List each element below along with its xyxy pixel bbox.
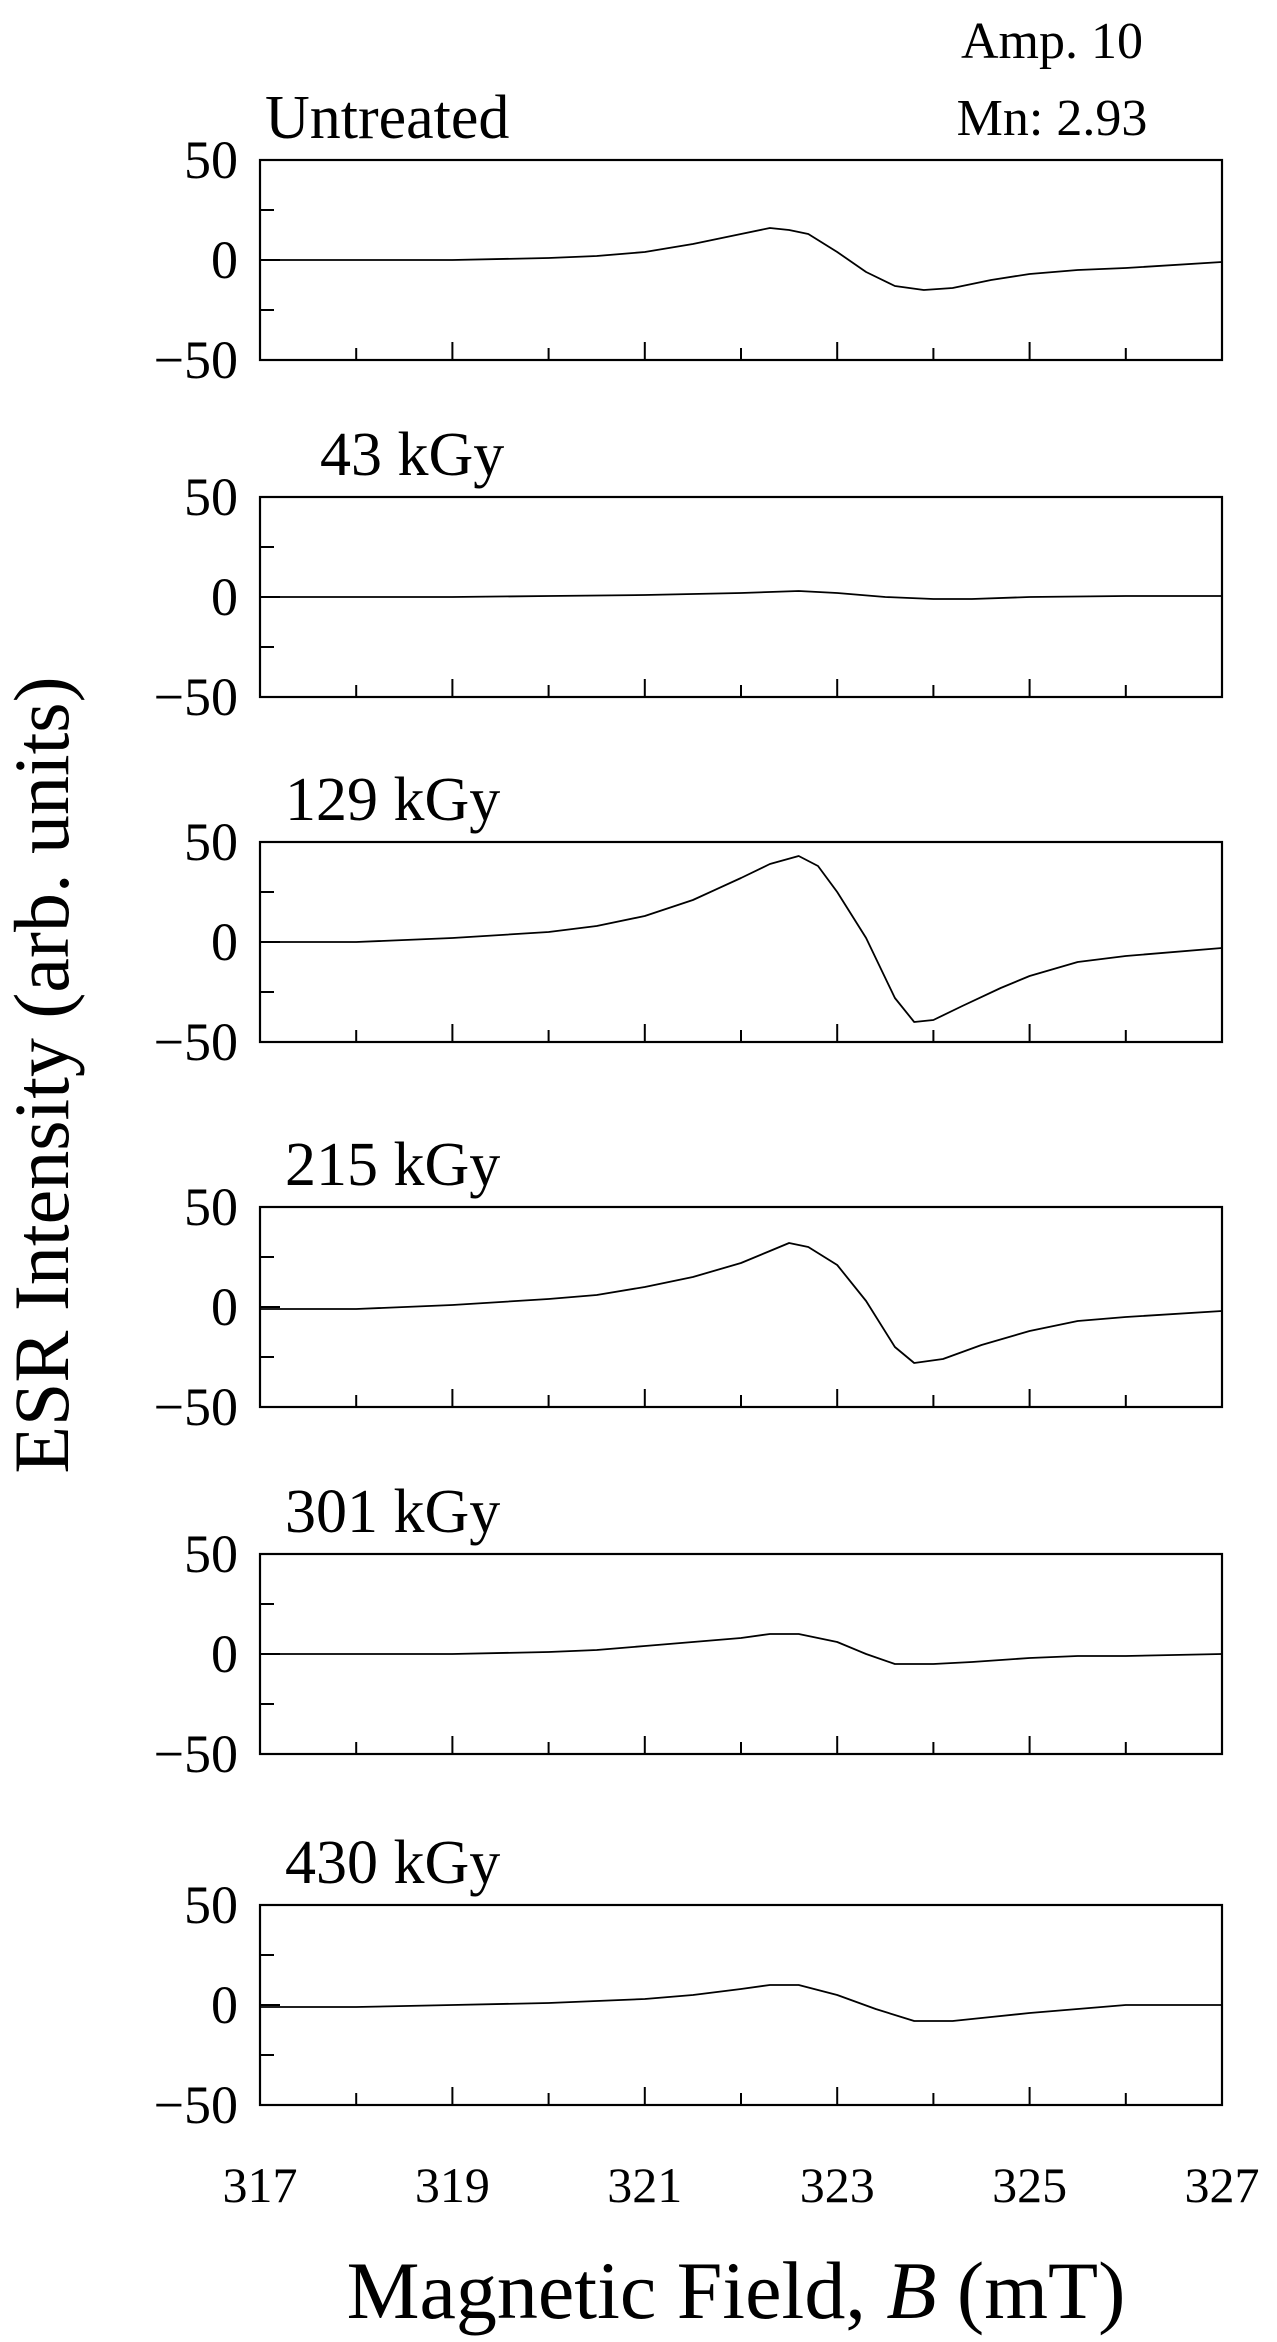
- y-tick-label: 0: [211, 567, 238, 627]
- panel-label: 129 kGy: [285, 766, 500, 834]
- annotation-amp: Amp. 10: [961, 13, 1143, 70]
- y-axis-label: ESR Intensity (arb. units): [0, 676, 85, 1473]
- y-tick-label: −50: [154, 330, 238, 390]
- panel-4: 215 kGy 50 0 −50: [154, 1131, 1224, 1437]
- y-tick-label: 0: [211, 1277, 238, 1337]
- y-tick-label: −50: [154, 1377, 238, 1437]
- spectra-panels: Untreated 50 0 −50 43 kGy 50 0 −50 129 kGy 50 0 −50…: [154, 84, 1224, 2135]
- y-tick-label: −50: [154, 1724, 238, 1784]
- esr-trace: [260, 1984, 1222, 2022]
- x-tick-label: 327: [1185, 2157, 1260, 2213]
- y-tick-label: 50: [184, 812, 238, 872]
- panel-frame: [258, 1903, 1224, 2107]
- y-tick-label: 0: [211, 230, 238, 290]
- x-tick-label: 323: [800, 2157, 875, 2213]
- y-tick-label: 50: [184, 130, 238, 190]
- y-tick-label: 50: [184, 1524, 238, 1584]
- y-tick-label: 0: [211, 1624, 238, 1684]
- annotation-mn: Mn: 2.93: [957, 90, 1148, 147]
- y-tick-label: 50: [184, 467, 238, 527]
- esr-trace: [260, 855, 1223, 1023]
- panel-3: 129 kGy 50 0 −50: [154, 766, 1224, 1072]
- panel-label: 430 kGy: [285, 1829, 500, 1897]
- x-tick-label: 319: [415, 2157, 490, 2213]
- x-tick-label: 317: [223, 2157, 298, 2213]
- y-tick-label: 0: [211, 1975, 238, 2035]
- x-axis-label-suffix: (mT): [936, 2245, 1125, 2336]
- panel-frame: [258, 840, 1224, 1044]
- panel-label: 301 kGy: [285, 1478, 500, 1546]
- amplitude-annotation: Amp. 10 Mn: 2.93: [957, 13, 1148, 147]
- x-tick-label: 321: [607, 2157, 682, 2213]
- panel-5: 301 kGy 50 0 −50: [154, 1478, 1224, 1784]
- x-axis-label-variable: B: [886, 2245, 936, 2336]
- panel-2: 43 kGy 50 0 −50: [154, 421, 1224, 727]
- y-tick-label: −50: [154, 667, 238, 727]
- esr-trace: [260, 227, 1223, 291]
- esr-trace: [260, 1633, 1223, 1665]
- panel-label: Untreated: [265, 84, 509, 152]
- y-tick-label: −50: [154, 2075, 238, 2135]
- panel-label: 215 kGy: [285, 1131, 500, 1199]
- esr-trace: [260, 1242, 1223, 1364]
- y-tick-label: 50: [184, 1177, 238, 1237]
- x-tick-label: 325: [992, 2157, 1067, 2213]
- y-tick-label: −50: [154, 1012, 238, 1072]
- y-tick-label: 0: [211, 912, 238, 972]
- y-tick-label: 50: [184, 1875, 238, 1935]
- x-axis-label: Magnetic Field, B (mT): [347, 2245, 1126, 2336]
- esr-trace: [260, 590, 1222, 600]
- panel-1: Untreated 50 0 −50: [154, 84, 1224, 390]
- panel-6: 430 kGy 50 0 −50: [154, 1829, 1224, 2135]
- x-tick-labels: 317 319 321 323 325 327: [223, 2157, 1260, 2213]
- panel-label: 43 kGy: [320, 421, 504, 489]
- x-axis-label-prefix: Magnetic Field,: [347, 2245, 887, 2336]
